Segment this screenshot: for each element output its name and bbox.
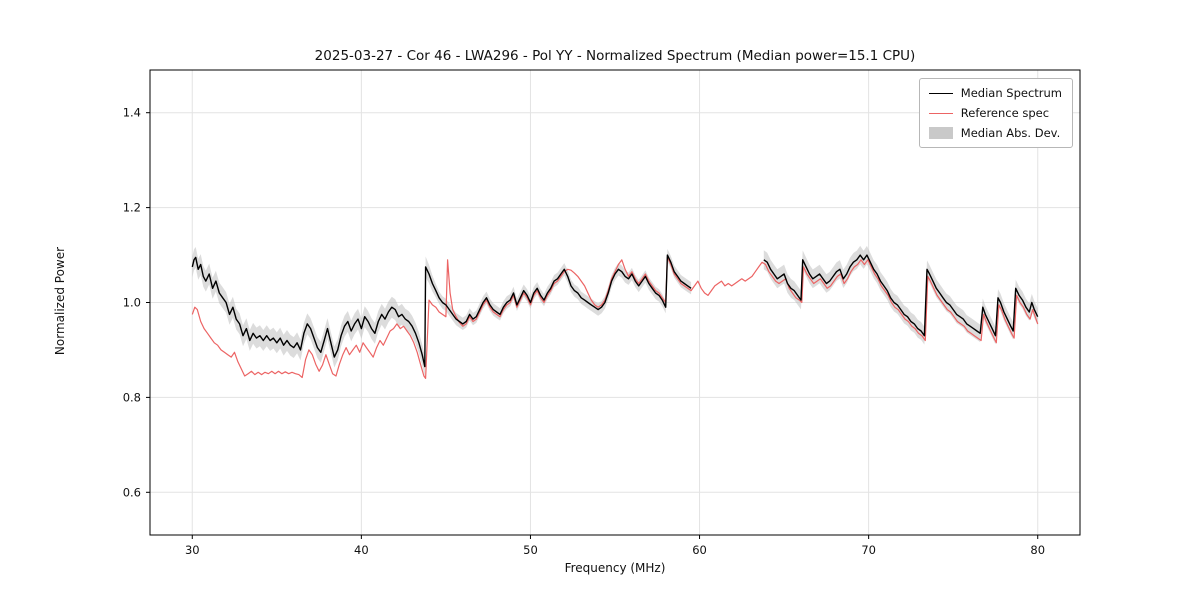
legend-item-median-abs-dev: Median Abs. Dev. (928, 126, 1062, 140)
reference-spec-line-swatch (928, 112, 953, 114)
svg-text:70: 70 (861, 543, 876, 557)
x-axis-label: Frequency (MHz) (564, 561, 666, 575)
svg-text:50: 50 (523, 543, 538, 557)
svg-text:80: 80 (1030, 543, 1045, 557)
svg-text:30: 30 (185, 543, 200, 557)
median-abs-dev-patch-swatch (928, 127, 953, 139)
legend-item-median-spectrum: Median Spectrum (928, 86, 1062, 100)
chart-title: 2025-03-27 - Cor 46 - LWA296 - Pol YY - … (314, 48, 916, 64)
legend-label: Median Spectrum (960, 86, 1062, 100)
svg-text:60: 60 (692, 543, 707, 557)
legend-label: Median Abs. Dev. (960, 126, 1061, 140)
svg-text:0.6: 0.6 (123, 485, 141, 499)
svg-text:1.0: 1.0 (123, 296, 141, 310)
svg-text:1.4: 1.4 (123, 106, 141, 120)
svg-text:1.2: 1.2 (123, 201, 141, 215)
svg-text:0.8: 0.8 (123, 390, 141, 404)
legend-item-reference-spec: Reference spec (928, 106, 1062, 120)
median-spectrum-line-swatch (928, 92, 953, 94)
legend: Median Spectrum Reference spec Median Ab… (918, 78, 1073, 148)
svg-text:40: 40 (354, 543, 369, 557)
legend-label: Reference spec (960, 106, 1050, 120)
y-axis-label: Normalized Power (53, 246, 67, 356)
